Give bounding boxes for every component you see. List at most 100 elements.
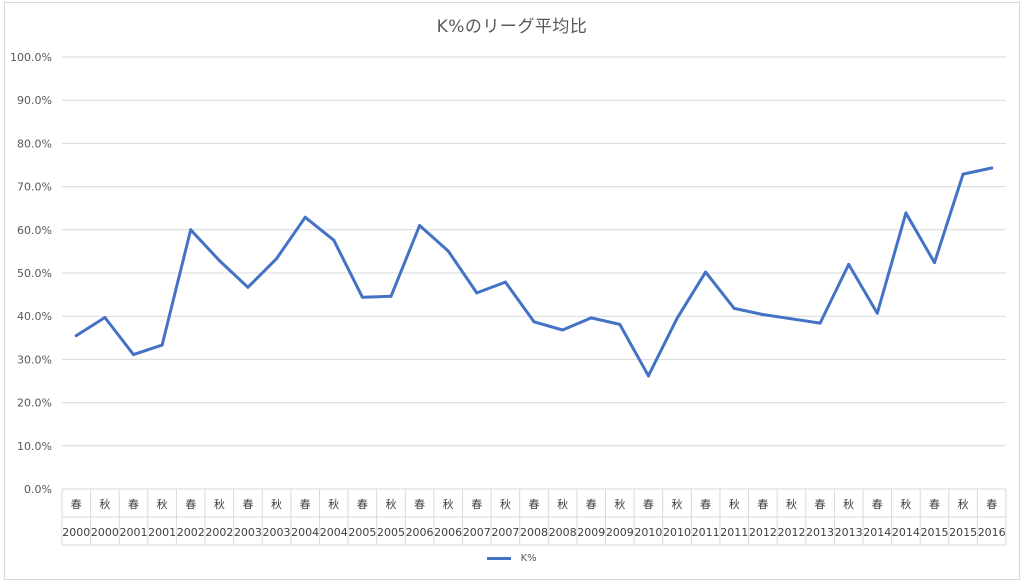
data-point <box>446 249 450 253</box>
data-point <box>332 238 336 242</box>
data-point <box>475 291 479 295</box>
x-year-label: 2011 <box>720 526 748 539</box>
data-point <box>189 228 193 232</box>
data-point <box>503 280 507 284</box>
data-point <box>704 270 708 274</box>
x-season-label: 春 <box>471 498 482 511</box>
legend: K% <box>0 553 1024 565</box>
x-season-label: 秋 <box>958 497 969 511</box>
data-point <box>303 215 307 219</box>
x-year-label: 2000 <box>91 526 119 539</box>
data-point <box>675 316 679 320</box>
x-season-label: 秋 <box>99 497 110 511</box>
x-season-label: 秋 <box>385 497 396 511</box>
data-point <box>275 257 279 261</box>
x-year-label: 2002 <box>205 526 233 539</box>
x-year-label: 2008 <box>549 526 577 539</box>
data-point <box>789 317 793 321</box>
data-point <box>875 311 879 315</box>
x-year-label: 2004 <box>291 526 319 539</box>
x-year-label: 2012 <box>749 526 777 539</box>
data-point <box>246 285 250 289</box>
x-season-label: 春 <box>300 498 311 511</box>
y-tick-label: 30.0% <box>17 353 52 366</box>
x-year-label: 2014 <box>892 526 920 539</box>
x-season-label: 秋 <box>500 497 511 511</box>
x-year-label: 2007 <box>491 526 519 539</box>
x-year-label: 2016 <box>978 526 1006 539</box>
data-point <box>589 316 593 320</box>
x-season-label: 秋 <box>672 497 683 511</box>
series-k-percent <box>74 166 994 378</box>
x-year-label: 2008 <box>520 526 548 539</box>
x-season-label: 秋 <box>843 497 854 511</box>
y-tick-label: 20.0% <box>17 397 52 410</box>
data-point <box>132 353 136 357</box>
y-tick-label: 10.0% <box>17 440 52 453</box>
legend-label: K% <box>520 553 537 564</box>
x-year-label: 2003 <box>263 526 291 539</box>
y-tick-label: 60.0% <box>17 224 52 237</box>
data-point <box>646 374 650 378</box>
data-point <box>103 315 107 319</box>
x-season-label: 春 <box>986 498 997 511</box>
series-line <box>74 166 994 378</box>
y-tick-label: 70.0% <box>17 181 52 194</box>
y-tick-label: 50.0% <box>17 267 52 280</box>
data-point <box>389 294 393 298</box>
data-point <box>418 223 422 227</box>
x-season-label: 春 <box>700 498 711 511</box>
x-year-label: 2011 <box>692 526 720 539</box>
legend-swatch <box>487 557 512 560</box>
x-year-label: 2012 <box>777 526 805 539</box>
x-year-label: 2001 <box>120 526 148 539</box>
x-season-label: 秋 <box>900 497 911 511</box>
x-year-label: 2007 <box>463 526 491 539</box>
y-tick-label: 40.0% <box>17 310 52 323</box>
data-point <box>561 328 565 332</box>
x-axis-category-table: 春 2000 秋 2000 春 2001 秋 2001 春 2002 秋 2002 春 2003 秋 2003… <box>61 489 1007 546</box>
x-season-label: 春 <box>185 498 196 511</box>
gridlines <box>62 56 1006 490</box>
x-season-label: 秋 <box>157 497 168 511</box>
data-point <box>761 312 765 316</box>
data-point <box>360 295 364 299</box>
x-season-label: 秋 <box>614 497 625 511</box>
data-point <box>74 334 78 338</box>
x-season-label: 春 <box>529 498 540 511</box>
x-year-label: 2015 <box>949 526 977 539</box>
x-year-label: 2009 <box>606 526 634 539</box>
y-tick-label: 100.0% <box>10 51 52 64</box>
x-season-label: 秋 <box>328 497 339 511</box>
x-season-label: 秋 <box>271 497 282 511</box>
y-tick-label: 80.0% <box>17 137 52 150</box>
x-season-label: 春 <box>586 498 597 511</box>
x-season-label: 春 <box>71 498 82 511</box>
x-year-label: 2005 <box>348 526 376 539</box>
x-season-label: 秋 <box>557 497 568 511</box>
data-point <box>532 320 536 324</box>
x-year-label: 2010 <box>663 526 691 539</box>
x-year-label: 2010 <box>634 526 662 539</box>
x-year-label: 2009 <box>577 526 605 539</box>
x-year-label: 2015 <box>920 526 948 539</box>
y-tick-label: 90.0% <box>17 94 52 107</box>
x-season-label: 春 <box>357 498 368 511</box>
data-point <box>618 322 622 326</box>
data-point <box>932 261 936 265</box>
x-year-label: 2000 <box>62 526 90 539</box>
x-season-label: 秋 <box>786 497 797 511</box>
x-year-label: 2004 <box>320 526 348 539</box>
x-year-label: 2014 <box>863 526 891 539</box>
x-season-label: 春 <box>414 498 425 511</box>
data-point <box>217 258 221 262</box>
x-season-label: 春 <box>757 498 768 511</box>
chart-title: K%のリーグ平均比 <box>436 17 588 37</box>
x-season-label: 春 <box>929 498 940 511</box>
x-season-label: 秋 <box>214 497 225 511</box>
x-season-label: 春 <box>815 498 826 511</box>
x-season-label: 春 <box>872 498 883 511</box>
x-year-label: 2001 <box>148 526 176 539</box>
data-point <box>990 166 994 170</box>
